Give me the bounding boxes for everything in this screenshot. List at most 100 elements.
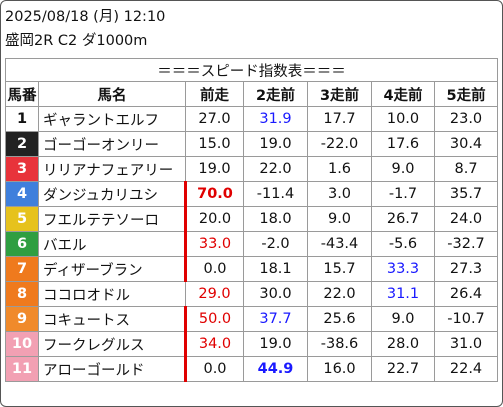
speed-index-value: 1.6 [307,156,372,182]
horse-name: ギャラントエルフ [38,106,186,132]
table-row: 9 コキュートス 50.0 37.7 25.6 9.0 -10.7 [5,306,499,332]
column-header: 5走前 [433,81,499,107]
speed-index-table: ＝＝＝スピード指数表＝＝＝ 馬番 馬名 前走 2走前 3走前 4走前 5走前 1… [4,58,499,382]
speed-index-value: 31.0 [433,331,499,357]
speed-index-value: 18.1 [243,256,308,282]
speed-index-value: -11.4 [243,181,308,207]
speed-index-value: 10.0 [371,106,435,132]
speed-index-value: -38.6 [307,331,372,357]
horse-number: 1 [5,106,39,132]
table-row: 11 アローゴールド 0.0 44.9 16.0 22.7 22.4 [5,356,499,382]
speed-index-value: 30.0 [243,281,308,307]
race-info: 盛岡2R C2 ダ1000m [5,33,148,49]
table-row: 7 ディザーブラン 0.0 18.1 15.7 33.3 27.3 [5,256,499,282]
speed-index-value: 23.0 [433,106,499,132]
speed-index-value: 31.9 [243,106,308,132]
horse-number: 9 [5,306,39,332]
speed-index-value: 22.0 [243,156,308,182]
horse-name: ゴーゴーオンリー [38,131,186,157]
speed-index-value: 70.0 [184,181,244,207]
speed-index-value: 17.7 [307,106,372,132]
speed-index-value: 44.9 [243,356,308,382]
table-row: 4 ダンジュカリユシ 70.0 -11.4 3.0 -1.7 35.7 [5,181,499,207]
horse-name: フエルテテソーロ [38,206,186,232]
speed-index-value: 19.0 [243,331,308,357]
speed-index-value: 33.0 [184,231,244,257]
speed-index-value: 0.0 [184,256,244,282]
speed-index-value: 31.1 [371,281,435,307]
speed-index-value: 33.3 [371,256,435,282]
horse-name: リリアナフェアリー [38,156,186,182]
speed-index-value: 20.0 [184,206,244,232]
speed-index-value: 27.0 [185,106,244,132]
speed-index-value: 17.6 [371,131,435,157]
speed-index-value: -5.6 [371,231,435,257]
speed-index-value: 22.4 [433,356,499,382]
race-datetime: 2025/08/18 (月) 12:10 [5,9,166,25]
column-header: 3走前 [307,81,372,107]
horse-number: 4 [5,181,39,207]
speed-index-value: -2.0 [243,231,308,257]
speed-index-value: -32.7 [433,231,499,257]
speed-index-value: 19.0 [185,156,244,182]
column-header: 前走 [185,81,244,107]
speed-index-value: -1.7 [371,181,435,207]
speed-index-value: -10.7 [433,306,499,332]
speed-index-value: 35.7 [433,181,499,207]
speed-index-value: 24.0 [433,206,499,232]
speed-index-value: 50.0 [184,306,244,332]
speed-index-value: 22.0 [307,281,372,307]
table-row: 1 ギャラントエルフ 27.0 31.9 17.7 10.0 23.0 [5,106,499,132]
horse-name: フークレグルス [38,331,186,357]
speed-index-value: 37.7 [243,306,308,332]
speed-index-value: -43.4 [307,231,372,257]
table-row: 5 フエルテテソーロ 20.0 18.0 9.0 26.7 24.0 [5,206,499,232]
speed-index-value: 3.0 [307,181,372,207]
table-row: 8 ココロオドル 29.0 30.0 22.0 31.1 26.4 [5,281,499,307]
speed-index-value: 16.0 [307,356,372,382]
speed-index-value: 9.0 [371,156,435,182]
horse-number: 7 [5,256,39,282]
table-title-row: ＝＝＝スピード指数表＝＝＝ [4,58,499,82]
speed-index-value: 28.0 [371,331,435,357]
horse-number: 3 [5,156,39,182]
table-row: 10 フークレグルス 34.0 19.0 -38.6 28.0 31.0 [5,331,499,357]
speed-index-value: 15.7 [307,256,372,282]
table-header-row: 馬番 馬名 前走 2走前 3走前 4走前 5走前 [5,81,499,107]
table-row: 2 ゴーゴーオンリー 15.0 19.0 -22.0 17.6 30.4 [5,131,499,157]
speed-index-value: 19.0 [243,131,308,157]
speed-index-value: 9.0 [307,206,372,232]
horse-name: アローゴールド [38,356,186,382]
speed-index-value: 26.7 [371,206,435,232]
horse-name: バエル [38,231,186,257]
horse-number: 8 [5,281,39,307]
speed-index-value: 25.6 [307,306,372,332]
speed-index-value: 18.0 [243,206,308,232]
horse-name: コキュートス [38,306,186,332]
column-header: 馬番 [5,81,39,107]
speed-index-value: 34.0 [184,331,244,357]
speed-index-value: -22.0 [307,131,372,157]
speed-index-value: 0.0 [184,356,244,382]
table-row: 3 リリアナフェアリー 19.0 22.0 1.6 9.0 8.7 [5,156,499,182]
table-title: ＝＝＝スピード指数表＝＝＝ [4,58,499,82]
speed-index-value: 29.0 [185,281,244,307]
horse-name: ココロオドル [38,281,186,307]
horse-name: ダンジュカリユシ [38,181,186,207]
horse-name: ディザーブラン [38,256,186,282]
column-header: 4走前 [371,81,435,107]
horse-number: 10 [5,331,39,357]
horse-number: 5 [5,206,39,232]
speed-index-value: 9.0 [371,306,435,332]
speed-index-value: 30.4 [433,131,499,157]
speed-index-value: 27.3 [433,256,499,282]
horse-number: 6 [5,231,39,257]
horse-number: 11 [5,356,39,382]
column-header: 2走前 [243,81,308,107]
column-header: 馬名 [38,81,186,107]
speed-index-value: 8.7 [433,156,499,182]
speed-index-value: 22.7 [371,356,435,382]
speed-index-value: 15.0 [185,131,244,157]
horse-number: 2 [5,131,39,157]
